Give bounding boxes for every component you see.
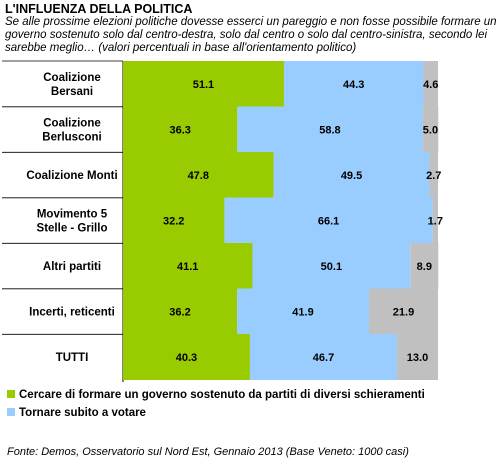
bar-seg-3 bbox=[410, 243, 439, 289]
bar-seg-2 bbox=[237, 106, 423, 153]
data-label: 2.7 bbox=[426, 170, 441, 182]
bar-seg-3 bbox=[397, 334, 438, 380]
category-label: Coalizione Monti bbox=[26, 170, 117, 182]
bar-seg-3 bbox=[429, 152, 439, 198]
category-label: TUTTI bbox=[56, 352, 89, 364]
category-label: Incerti, reticenti bbox=[29, 307, 115, 319]
legend-label: Tornare subito a votare bbox=[19, 407, 146, 419]
bar-seg-2 bbox=[224, 197, 433, 244]
category-label: Movimento 5 Stelle - Grillo bbox=[37, 209, 108, 235]
data-label: 36.2 bbox=[169, 307, 190, 319]
legend-swatch bbox=[7, 390, 15, 398]
category-label-line: Coalizione Monti bbox=[26, 170, 117, 182]
bar-seg-1 bbox=[123, 152, 274, 198]
bar-seg-1 bbox=[123, 288, 238, 335]
data-label: 41.1 bbox=[177, 261, 198, 273]
bar-seg-3 bbox=[422, 106, 439, 153]
category-label-line: Stelle - Grillo bbox=[37, 223, 108, 235]
data-label: 49.5 bbox=[341, 170, 362, 182]
data-label: 50.1 bbox=[321, 261, 342, 273]
category-label-line: Berlusconi bbox=[42, 132, 101, 144]
category-label: Altri partiti bbox=[43, 261, 101, 273]
chart-subtitle: Se alle prossime elezioni politiche dove… bbox=[5, 16, 497, 55]
data-label: 4.6 bbox=[423, 79, 438, 91]
bar-seg-1 bbox=[123, 61, 284, 107]
bar-seg-1 bbox=[123, 334, 250, 380]
bar-seg-2 bbox=[237, 288, 370, 335]
category-label-line: Movimento 5 bbox=[37, 209, 108, 221]
data-label: 8.9 bbox=[417, 261, 432, 273]
category-label-line: Altri partiti bbox=[43, 261, 101, 273]
source-note: Fonte: Demos, Osservatorio sul Nord Est,… bbox=[7, 446, 409, 458]
bar-seg-3 bbox=[369, 288, 438, 335]
category-label: Coalizione Bersani bbox=[43, 72, 101, 98]
category-label-line: Bersani bbox=[51, 86, 93, 98]
category-label-line: Coalizione bbox=[43, 118, 101, 130]
category-label-line: TUTTI bbox=[56, 352, 89, 364]
data-label: 46.7 bbox=[313, 352, 334, 364]
bar-seg-1 bbox=[123, 243, 253, 289]
data-label: 32.2 bbox=[163, 216, 184, 228]
data-label: 21.9 bbox=[393, 307, 414, 319]
bar-seg-1 bbox=[123, 197, 225, 244]
data-label: 44.3 bbox=[343, 79, 364, 91]
data-label: 47.8 bbox=[188, 170, 209, 182]
data-label: 66.1 bbox=[318, 216, 339, 228]
data-label: 40.3 bbox=[176, 352, 197, 364]
bar-seg-1 bbox=[123, 106, 238, 153]
bar-seg-3 bbox=[423, 61, 438, 107]
category-label: Coalizione Berlusconi bbox=[42, 118, 101, 144]
bar-seg-2 bbox=[273, 152, 430, 198]
data-label: 5.0 bbox=[423, 125, 438, 137]
data-label: 41.9 bbox=[292, 307, 313, 319]
data-label: 13.0 bbox=[407, 352, 428, 364]
legend-label: Cercare di formare un governo sostenuto … bbox=[19, 389, 425, 401]
bar-seg-3 bbox=[432, 197, 438, 244]
legend-swatch bbox=[7, 408, 15, 416]
data-label: 51.1 bbox=[193, 79, 214, 91]
bar-seg-2 bbox=[283, 61, 424, 107]
bar-seg-2 bbox=[252, 243, 411, 289]
bar-seg-2 bbox=[249, 334, 398, 380]
data-label: 58.8 bbox=[319, 125, 340, 137]
category-label-line: Incerti, reticenti bbox=[29, 307, 115, 319]
data-label: 36.3 bbox=[169, 125, 190, 137]
data-label: 1.7 bbox=[428, 216, 443, 228]
category-label-line: Coalizione bbox=[43, 72, 101, 84]
chart-title: L'INFLUENZA DELLA POLITICA bbox=[5, 2, 193, 16]
